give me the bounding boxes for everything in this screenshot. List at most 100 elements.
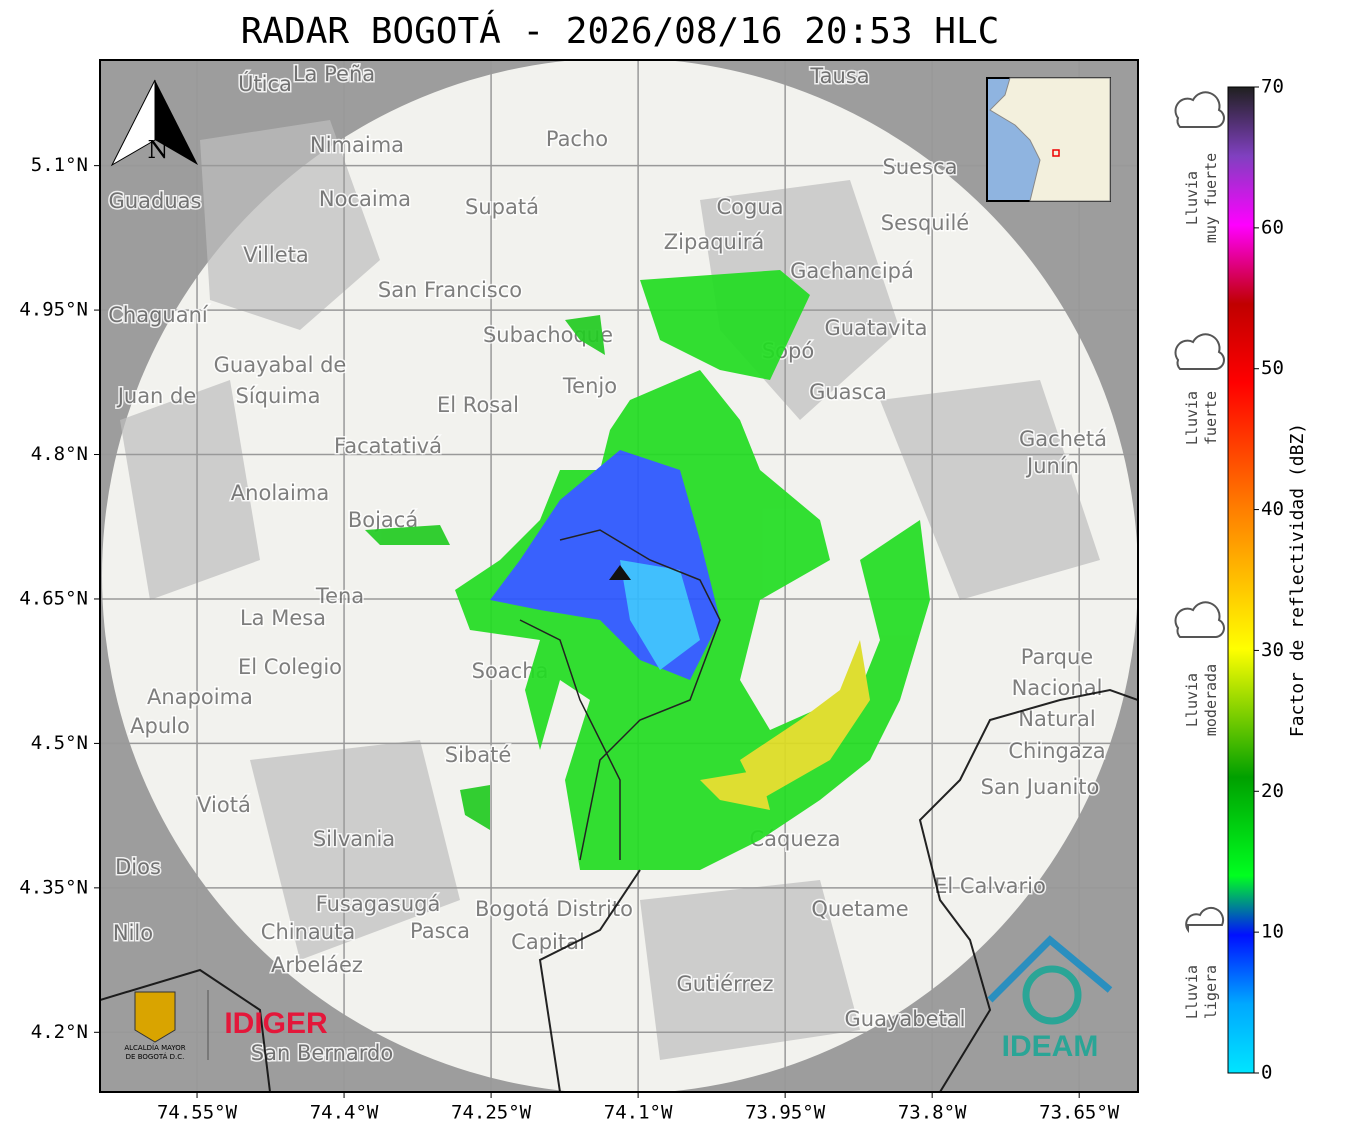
x-tick-label: 74.4°W [310,1102,379,1124]
terrain [120,120,1100,1060]
place-label: Zipaquirá [664,230,764,254]
place-label: Guayabetal [845,1007,966,1031]
colorbar-tick-label: 30 [1261,639,1284,661]
place-label: El Calvario [934,874,1046,898]
y-tick-label: 4.2°N [31,1021,88,1043]
y-tick-label: 4.8°N [31,443,88,465]
place-label: Tena [315,584,364,608]
rain-level-label: muy fuerte [1202,153,1220,243]
place-label: Junín [1025,454,1079,478]
place-label: La Peña [293,62,375,86]
place-label: Natural [1018,707,1095,731]
y-tick-label: 4.35°N [19,876,88,898]
axis-ticks: 74.55°W 74.4°W 74.25°W 74.1°W 73.95°W 73.8°W 7… [19,154,1119,1123]
colorbar-tick-label: 20 [1261,780,1284,802]
north-label: N [148,136,169,164]
inset-map [986,77,1111,202]
place-label: Gachetá [1019,427,1107,451]
place-label: Dios [115,855,161,879]
x-tick-label: 73.95°W [745,1102,826,1124]
x-tick-label: 74.25°W [451,1102,532,1124]
rain-level-label: Lluvia [1183,673,1201,727]
logo-ideam: IDEAM [987,935,1113,1063]
place-label: Juan de [116,384,197,408]
colorbar-tick-label: 40 [1261,498,1284,520]
place-label: San Juanito [981,775,1100,799]
place-label: Nacional [1012,676,1103,700]
place-label: Fusagasugá [316,892,441,916]
colorbar-tick-label: 70 [1261,76,1284,98]
y-tick-label: 4.5°N [31,732,88,754]
place-label: Suesca [883,155,958,179]
place-label: Tenjo [562,374,617,398]
title: RADAR BOGOTÁ - 2026/08/16 20:53 HLC [241,10,1000,52]
place-label: Anolaima [231,481,329,505]
place-label: San Francisco [378,278,522,302]
place-label: Chaguaní [108,303,209,327]
y-tick-label: 5.1°N [31,154,88,176]
y-tick-label: 4.95°N [19,299,88,321]
rain-level-label: Lluvia [1183,171,1201,225]
place-label: Apulo [130,714,190,738]
place-label: Tausa [809,64,869,88]
place-label: Chinauta [261,920,355,944]
x-tick-label: 74.1°W [604,1102,673,1124]
place-label: San Bernardo [251,1041,393,1065]
place-label: Parque [1021,645,1093,669]
ideam-logo: IDEAM [1002,1030,1099,1063]
rain-level-label: moderada [1202,664,1220,736]
place-label: Gachancipá [790,259,914,283]
x-tick-label: 73.65°W [1039,1102,1120,1124]
place-label: Sibaté [445,743,512,767]
colorbar [1227,86,1255,1074]
place-label: Silvania [313,827,395,851]
rain-level-label: ligera [1202,965,1220,1019]
alcaldia-line: ALCALDÍA MAYOR [124,1043,185,1052]
north-arrow: N [110,79,198,167]
place-label: Sopó [762,339,814,363]
place-label: Pacho [546,127,608,151]
place-label: Chingaza [1008,739,1105,763]
place-label: Guaduas [109,189,202,213]
place-label: Guatavita [825,316,928,340]
map-frame [99,59,1139,1093]
grid [100,60,1138,1092]
place-label: Guayabal de [214,353,347,377]
place-label: Útica [238,71,292,96]
idiger-logo: IDIGER [224,1007,328,1040]
place-label: Capital [511,930,585,954]
place-label: Anapoima [147,685,253,709]
place-label: Facatativá [334,434,442,458]
place-label: Gutiérrez [677,972,774,996]
place-label: El Rosal [437,393,519,417]
colorbar-tick-label: 0 [1261,1062,1272,1084]
rain-level-label: Lluvia [1183,391,1201,445]
colorbar-tick-label: 10 [1261,921,1284,943]
place-label: Villeta [243,243,308,267]
place-label: Sesquilé [881,211,969,235]
place-label: Pasca [410,919,470,943]
colorbar-tick-label: 50 [1261,357,1284,379]
colorbar-tick-label: 60 [1261,216,1284,238]
rain-level-label: Lluvia [1183,965,1201,1019]
colorbar-label: Factor de reflectividad (dBZ) [1287,423,1308,737]
place-label: Nilo [113,921,153,945]
place-label: Nocaima [319,187,411,211]
rain-level-label: fuerte [1202,391,1220,445]
alcaldia-line: DE BOGOTÁ D.C. [126,1052,185,1061]
place-label: Guasca [809,380,887,404]
place-label: La Mesa [240,606,326,630]
logo-alcaldia: ALCALDÍA MAYOR DE BOGOTÁ D.C. IDIGER [124,990,328,1061]
place-label: Nimaima [310,133,404,157]
place-label: Supatá [465,195,539,219]
x-tick-label: 73.8°W [898,1102,967,1124]
y-tick-label: 4.65°N [19,587,88,609]
place-label: Cogua [716,195,783,219]
place-label: Viotá [197,793,251,817]
place-label: Quetame [811,897,908,921]
place-label: Arbeláez [271,953,363,977]
